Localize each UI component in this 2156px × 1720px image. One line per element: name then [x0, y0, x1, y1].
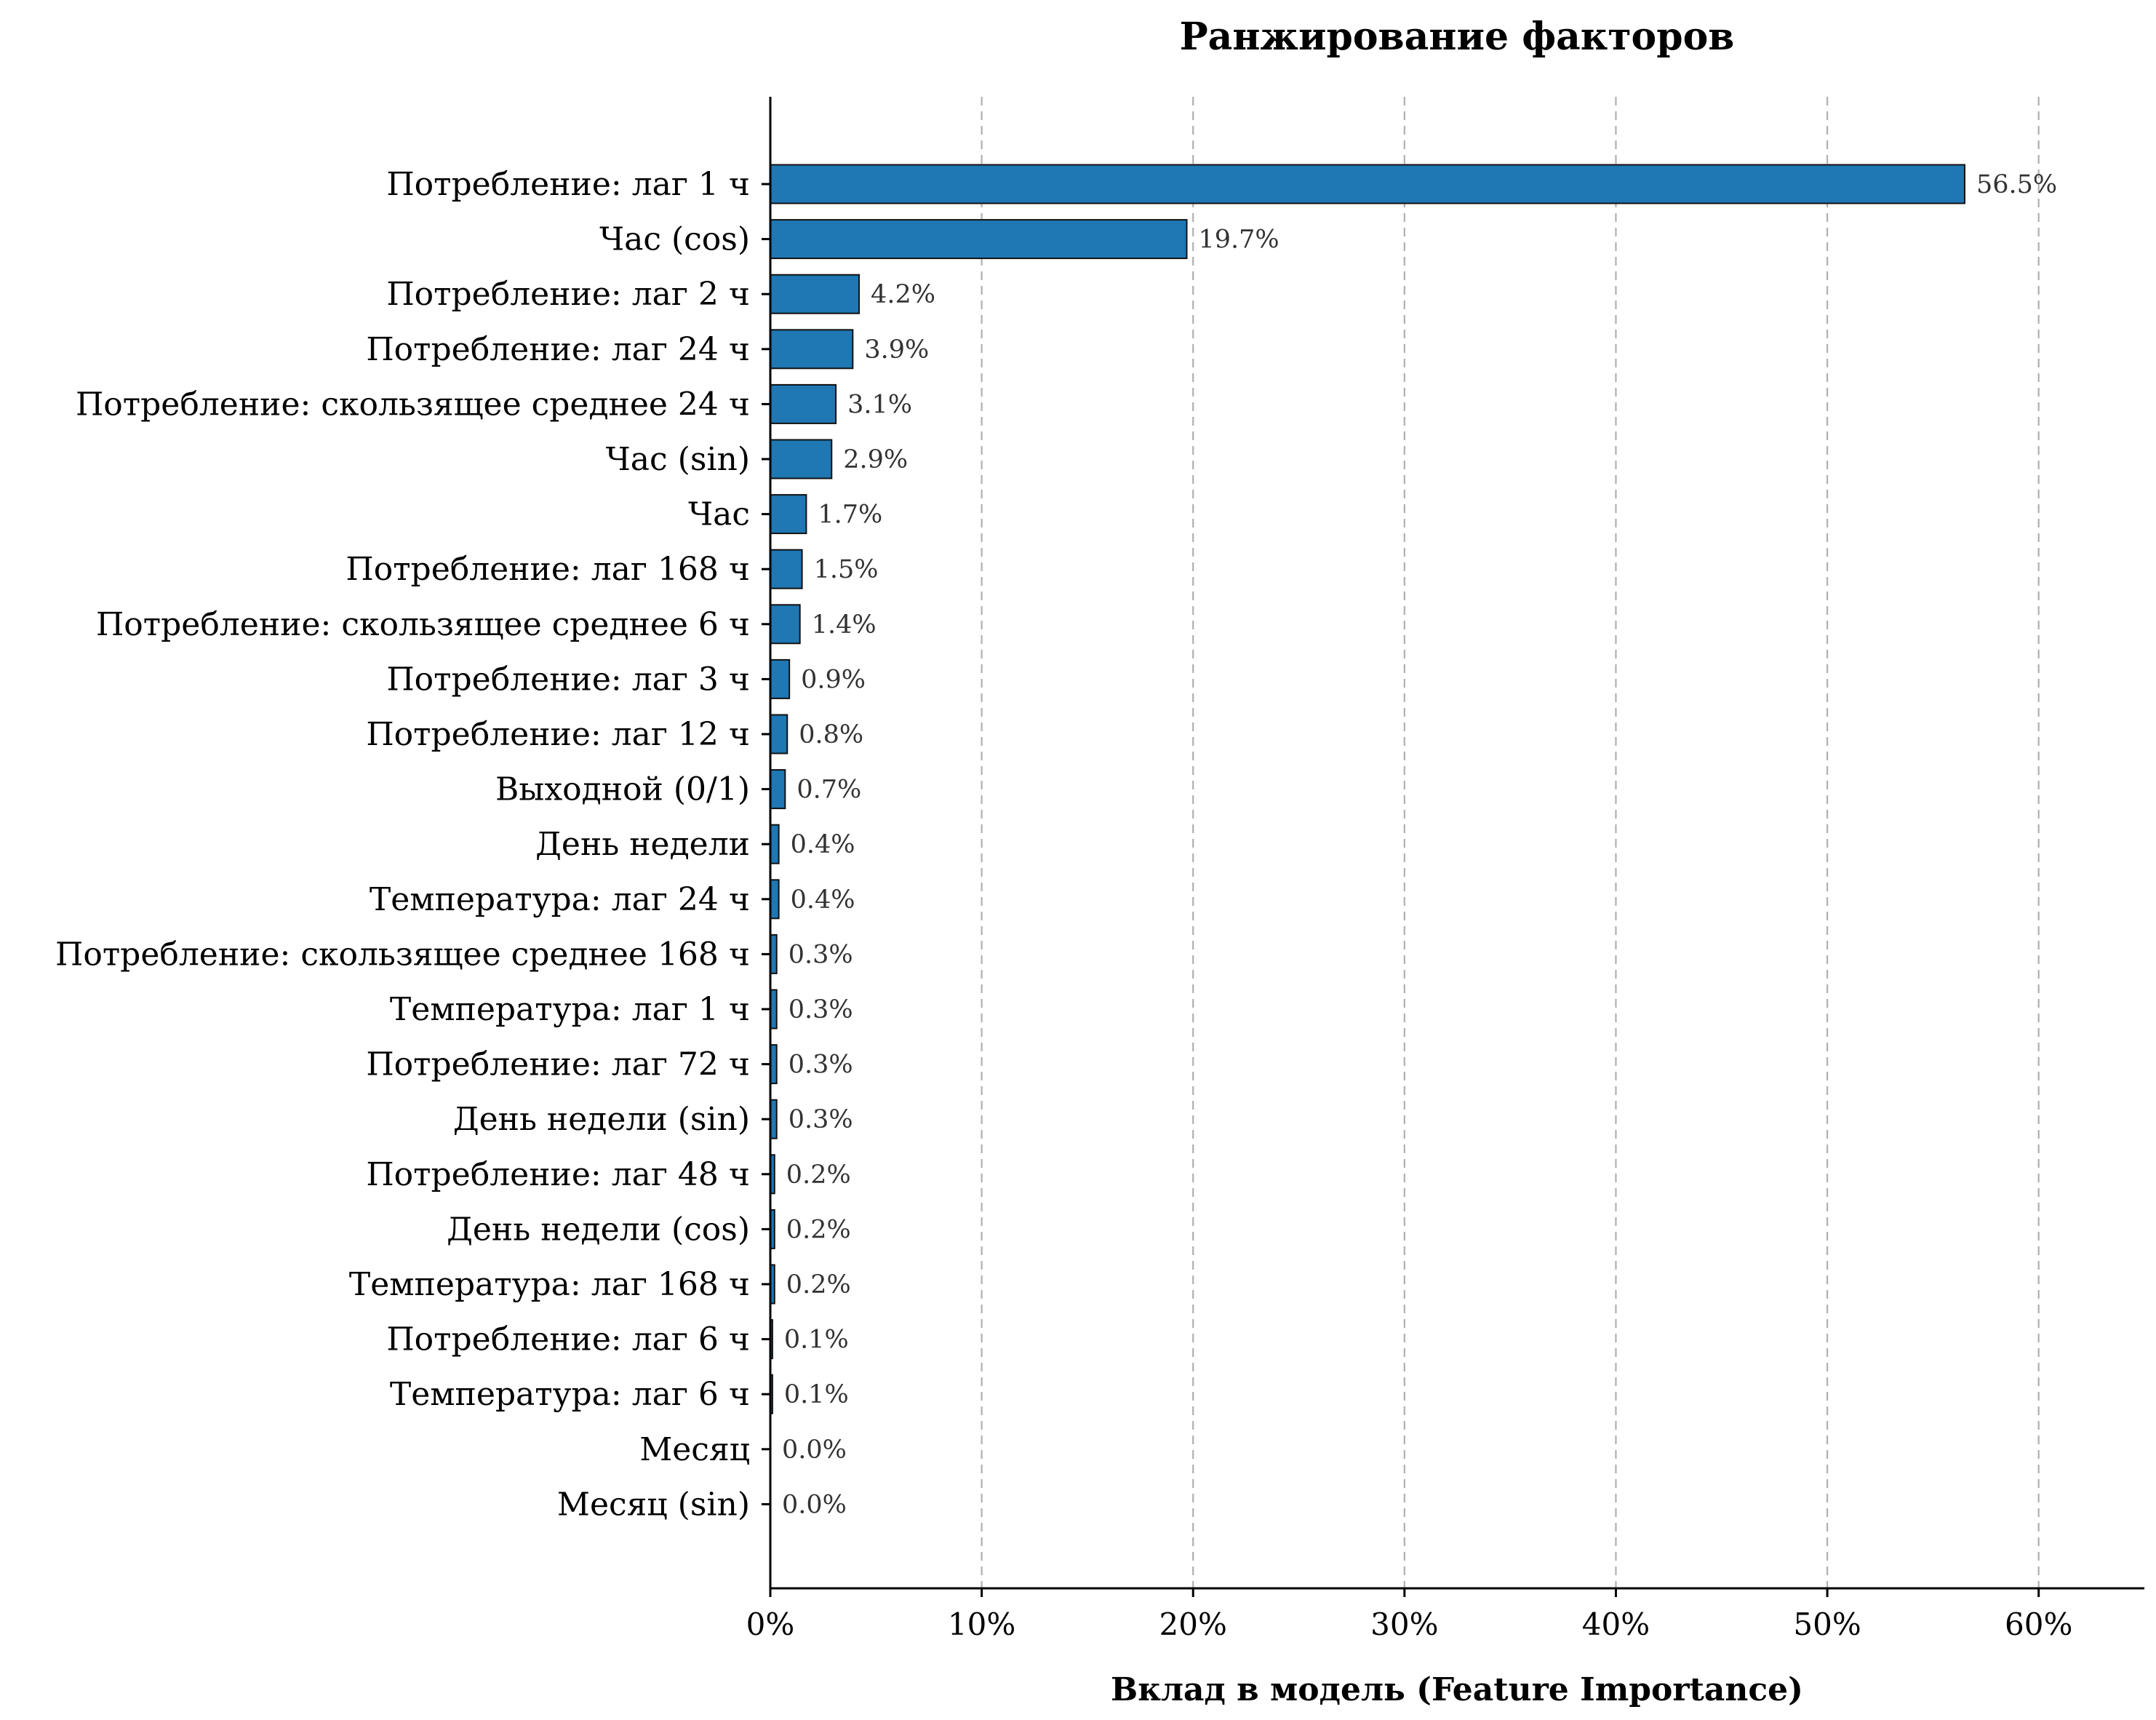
bar: [770, 383, 837, 424]
data-label: 0.0%: [782, 1490, 847, 1519]
y-tick-label: Потребление: лаг 72 ч: [366, 1046, 750, 1083]
bar: [770, 494, 807, 535]
bar: [770, 769, 786, 810]
data-label: 0.2%: [786, 1160, 851, 1190]
y-tick-label: Потребление: лаг 48 ч: [366, 1156, 750, 1193]
bar: [770, 439, 833, 479]
y-tick-label: Потребление: скользящее среднее 168 ч: [55, 936, 750, 973]
data-label: 0.7%: [796, 776, 861, 805]
bar: [770, 658, 791, 699]
data-label: 3.9%: [864, 335, 929, 365]
y-tick-label: Выходной (0/1): [495, 771, 750, 808]
data-label: 2.9%: [843, 445, 908, 474]
data-label: 0.3%: [788, 995, 853, 1024]
y-tick-label: День недели (sin): [453, 1101, 750, 1138]
data-label: 0.2%: [786, 1270, 851, 1299]
data-label: 1.4%: [812, 610, 877, 640]
x-tick-label: 20%: [1159, 1606, 1227, 1642]
bar: [770, 164, 1965, 204]
data-label: 56.5%: [1976, 170, 2057, 199]
y-tick-label: Температура: лаг 168 ч: [349, 1266, 750, 1303]
data-label: 0.8%: [799, 720, 863, 749]
y-tick-label: Потребление: скользящее среднее 6 ч: [96, 606, 750, 643]
data-label: 4.2%: [871, 280, 935, 309]
bar: [770, 879, 780, 920]
data-label: 0.3%: [788, 1105, 853, 1134]
data-label: 0.4%: [791, 830, 855, 859]
x-tick-label: 60%: [2005, 1606, 2072, 1642]
y-tick-label: Месяц: [639, 1431, 750, 1468]
y-tick-label: Час: [688, 496, 750, 533]
bar: [770, 549, 803, 589]
chart-title: Ранжирование факторов: [1180, 15, 1735, 59]
y-tick-label: Час (cos): [599, 221, 750, 258]
y-tick-labels: Потребление: лаг 1 ч Час (cos) Потребление…: [55, 166, 770, 1523]
y-tick-label: День недели: [535, 826, 750, 863]
data-label: 1.7%: [818, 501, 882, 530]
x-tick-label: 10%: [948, 1606, 1015, 1642]
y-tick-label: Потребление: лаг 12 ч: [366, 716, 750, 753]
grid-lines: [981, 97, 2040, 1588]
bar: [770, 824, 780, 864]
data-label: 3.1%: [847, 390, 912, 419]
bar: [770, 219, 1188, 260]
y-tick-label: Потребление: лаг 1 ч: [386, 166, 750, 203]
y-tick-label: Потребление: лаг 24 ч: [366, 331, 750, 368]
data-label: 0.0%: [782, 1436, 847, 1465]
data-label: 19.7%: [1199, 226, 1279, 255]
data-label: 0.4%: [791, 885, 855, 915]
y-tick-label: Температура: лаг 24 ч: [370, 881, 750, 918]
y-tick-label: Месяц (sin): [557, 1486, 750, 1523]
x-tick-labels: 0% 10% 20% 30% 40% 50% 60%: [746, 1588, 2072, 1642]
data-labels: 56.5% 19.7% 4.2% 3.9% 3.1% 2.9% 1.7% 1.5% 1.4% 0.…: [782, 170, 2057, 1519]
bar: [770, 274, 861, 314]
data-label: 0.1%: [784, 1326, 849, 1355]
data-label: 0.2%: [786, 1215, 851, 1244]
y-tick-label: Потребление: лаг 168 ч: [346, 551, 750, 588]
y-tick-label: Температура: лаг 1 ч: [390, 991, 750, 1028]
y-tick-label: Потребление: скользящее среднее 24 ч: [76, 386, 750, 423]
y-tick-label: Потребление: лаг 6 ч: [386, 1321, 750, 1358]
x-tick-label: 50%: [1793, 1606, 1861, 1642]
x-tick-label: 30%: [1370, 1606, 1438, 1642]
data-label: 0.3%: [788, 1051, 853, 1080]
data-label: 1.5%: [814, 555, 879, 584]
x-tick-label: 0%: [746, 1606, 795, 1642]
data-label: 0.1%: [784, 1380, 849, 1409]
y-tick-label: Потребление: лаг 3 ч: [386, 661, 750, 698]
y-tick-label: Температура: лаг 6 ч: [390, 1376, 750, 1413]
bar: [770, 329, 854, 370]
data-label: 0.9%: [801, 665, 866, 694]
data-label: 0.3%: [788, 940, 853, 969]
y-tick-label: Час (sin): [606, 441, 750, 478]
y-tick-label: Потребление: лаг 2 ч: [386, 276, 750, 313]
bars: [770, 164, 1965, 1414]
x-axis-label: Вклад в модель (Feature Importance): [1111, 1671, 1803, 1708]
bar: [770, 604, 801, 645]
y-tick-label: День недели (cos): [447, 1211, 750, 1248]
bar: [770, 714, 788, 755]
x-tick-label: 40%: [1582, 1606, 1650, 1642]
